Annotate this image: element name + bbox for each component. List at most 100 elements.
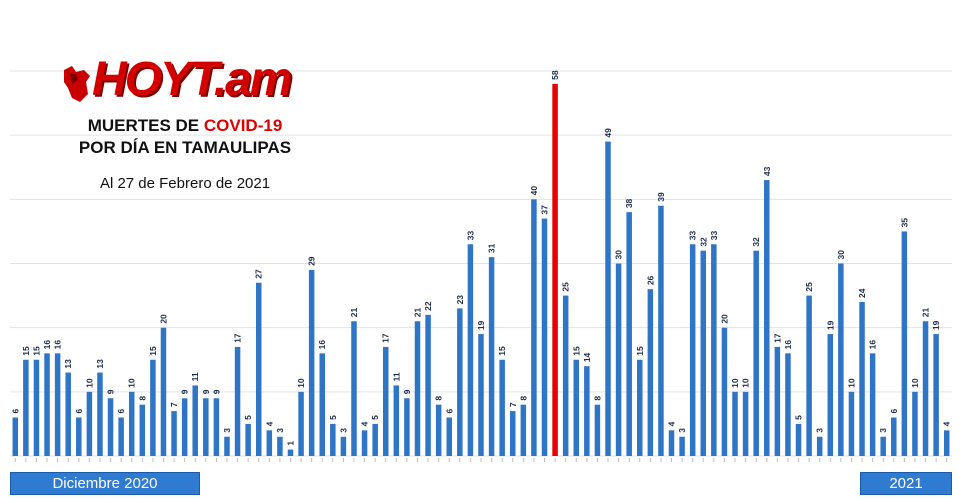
data-label: 9 <box>211 389 221 394</box>
month-tag-december: Diciembre 2020 <box>10 472 200 495</box>
data-label: 13 <box>63 359 73 369</box>
bar <box>816 436 823 456</box>
data-label: 10 <box>846 378 856 388</box>
bar <box>658 205 664 456</box>
bar <box>488 257 495 456</box>
bar <box>848 391 855 456</box>
data-label: 5 <box>370 415 380 420</box>
data-label: 6 <box>116 409 126 414</box>
bar <box>838 263 844 456</box>
data-label: 32 <box>751 237 761 247</box>
bar <box>76 417 82 456</box>
data-label: 38 <box>624 198 634 208</box>
data-label: 33 <box>465 231 475 241</box>
bar <box>361 430 368 456</box>
data-label: 20 <box>719 314 729 324</box>
bar <box>234 346 241 456</box>
data-label: 6 <box>889 409 899 414</box>
data-label: 8 <box>137 396 147 401</box>
bar <box>679 436 685 456</box>
bar <box>764 180 770 456</box>
chart-title: MUERTES DE COVID-19 POR DÍA EN TAMAULIPA… <box>60 115 310 159</box>
bar <box>806 295 812 456</box>
bar <box>160 327 167 456</box>
data-label: 16 <box>53 340 63 350</box>
bar <box>54 353 61 456</box>
data-label: 15 <box>635 346 645 356</box>
logo-text: HOYT.am <box>92 53 292 106</box>
data-label: 10 <box>296 378 306 388</box>
bar <box>605 141 611 456</box>
bar <box>171 411 177 456</box>
data-label: 33 <box>709 231 719 241</box>
bar <box>562 295 569 456</box>
data-label: 4 <box>360 421 370 426</box>
bar-highlight <box>552 83 558 456</box>
data-label: 33 <box>688 231 698 241</box>
data-label: 15 <box>497 346 507 356</box>
bar <box>891 417 897 456</box>
data-label: 15 <box>31 346 41 356</box>
data-label: 10 <box>84 378 94 388</box>
data-label: 58 <box>550 70 560 80</box>
data-label: 10 <box>910 378 920 388</box>
bar <box>44 353 50 456</box>
data-label: 16 <box>317 340 327 350</box>
data-label: 19 <box>931 320 941 330</box>
data-label: 3 <box>222 428 232 433</box>
data-label: 4 <box>264 421 274 426</box>
bar <box>192 385 198 456</box>
bar <box>626 212 632 456</box>
data-label: 15 <box>148 346 158 356</box>
bar <box>912 391 918 456</box>
data-label: 19 <box>476 320 486 330</box>
bar <box>308 269 315 456</box>
data-label: 8 <box>434 396 444 401</box>
bar <box>139 404 146 456</box>
data-label: 11 <box>190 372 200 381</box>
bar <box>435 404 442 456</box>
bar <box>795 423 802 456</box>
bar <box>181 398 188 456</box>
bar <box>86 391 93 456</box>
bar <box>859 302 865 456</box>
data-label: 9 <box>201 389 211 394</box>
bar <box>637 359 643 456</box>
data-label: 15 <box>21 346 31 356</box>
data-label: 17 <box>381 333 391 343</box>
bars <box>12 83 950 456</box>
bar <box>689 244 696 456</box>
data-label: 9 <box>180 389 190 394</box>
bar <box>901 231 908 456</box>
bar <box>880 436 886 456</box>
bar <box>594 404 601 456</box>
data-label: 3 <box>815 428 825 433</box>
data-label: 9 <box>402 389 412 394</box>
bar <box>584 366 590 456</box>
bar <box>12 417 19 456</box>
bar <box>97 372 103 456</box>
data-label: 10 <box>741 378 751 388</box>
data-label: 39 <box>656 192 666 202</box>
data-label: 25 <box>804 282 814 292</box>
data-label: 16 <box>42 340 52 350</box>
month-tag-2021: 2021 <box>860 472 952 495</box>
data-label: 37 <box>540 205 550 215</box>
data-label: 6 <box>444 409 454 414</box>
bar <box>647 289 654 456</box>
bar <box>107 398 114 456</box>
bar <box>255 282 262 456</box>
bar <box>785 353 791 456</box>
bar <box>203 398 209 456</box>
bar <box>668 430 675 456</box>
bar <box>499 359 505 456</box>
bar <box>615 263 622 456</box>
data-label: 13 <box>95 359 105 369</box>
data-label: 6 <box>74 409 84 414</box>
data-label: 17 <box>233 333 243 343</box>
bar <box>425 314 431 456</box>
data-label: 1 <box>285 441 295 446</box>
bar <box>922 321 929 456</box>
